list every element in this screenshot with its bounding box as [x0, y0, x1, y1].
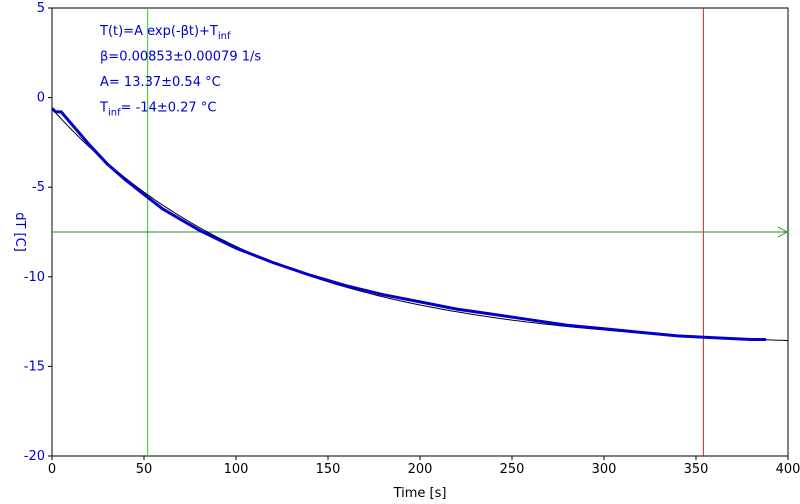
annotation-line: β=0.00853±0.00079 1/s [100, 50, 261, 65]
x-tick-label: 250 [500, 462, 525, 477]
fit-annotations: T(t)=A exp(-βt)+Tinf β=0.00853±0.00079 1/… [99, 24, 261, 119]
x-tick-label: 400 [776, 462, 800, 477]
annotation-line: Tinf= -14±0.27 °C [99, 101, 216, 119]
y-tick-label: -10 [24, 270, 45, 285]
x-tick-label: 100 [224, 462, 249, 477]
y-tick-label: -20 [24, 449, 45, 464]
x-tick-label: 50 [136, 462, 153, 477]
horizontal-cursor-arrow-icon[interactable] [777, 226, 789, 238]
x-axis: 0 50 100 150 200 250 300 350 400 [48, 456, 800, 477]
y-tick-label: -15 [24, 359, 45, 374]
x-tick-label: 350 [684, 462, 709, 477]
annotation-line: T(t)=A exp(-βt)+Tinf [99, 24, 231, 42]
x-tick-label: 0 [48, 462, 56, 477]
x-tick-label: 300 [592, 462, 617, 477]
data-series-line [50, 107, 766, 341]
y-tick-label: 0 [37, 91, 45, 106]
y-tick-label: 5 [37, 1, 45, 16]
x-axis-title: Time [s] [393, 486, 447, 501]
x-tick-label: 200 [408, 462, 433, 477]
annotation-line: A= 13.37±0.54 °C [100, 75, 221, 90]
x-tick-label: 150 [316, 462, 341, 477]
y-axis-title: dT [C] [12, 212, 27, 252]
y-axis: 5 0 -5 -10 -15 -20 [24, 1, 52, 464]
y-tick-label: -5 [32, 180, 45, 195]
fit-curve [51, 108, 789, 342]
